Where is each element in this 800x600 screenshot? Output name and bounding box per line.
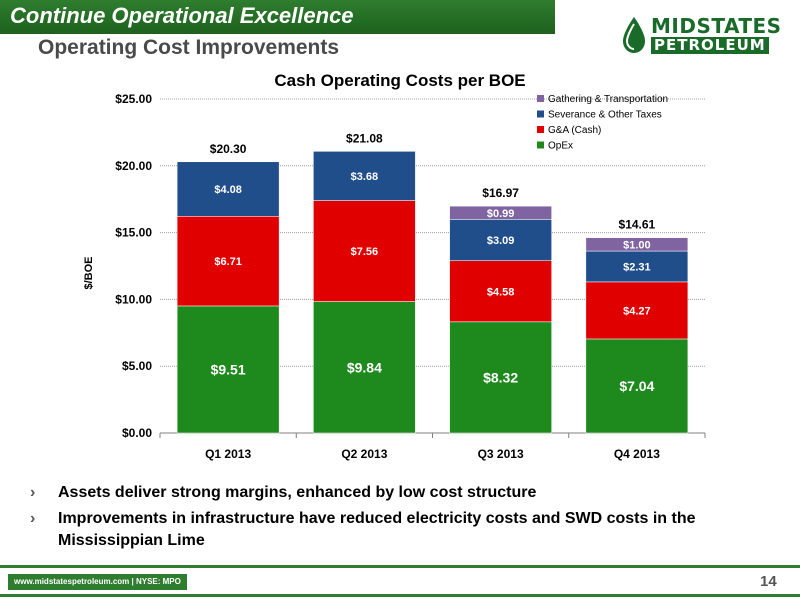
chart-title: Cash Operating Costs per BOE	[274, 71, 525, 90]
legend-swatch	[537, 126, 544, 133]
x-tick-label: Q4 2013	[614, 447, 660, 461]
bar-segment	[585, 250, 689, 283]
logo-line2: PETROLEUM	[651, 37, 769, 54]
bullet-list: › Assets deliver strong margins, enhance…	[30, 482, 770, 556]
legend-label: G&A (Cash)	[548, 125, 601, 136]
oil-drop-icon	[623, 17, 645, 53]
bar-segment	[313, 200, 416, 302]
legend-label: Gathering & Transportation	[548, 94, 668, 105]
y-tick-label: $15.00	[115, 226, 152, 240]
y-axis-label: $/BOE	[83, 256, 95, 289]
footer-website[interactable]: www.midstatespetroleum.com | NYSE: MPO	[8, 574, 187, 590]
data-label: $7.04	[619, 378, 654, 394]
data-label: $6.71	[214, 256, 242, 268]
data-label: $7.56	[351, 246, 379, 258]
bar-segment	[449, 260, 552, 323]
bar-segment	[449, 219, 552, 261]
y-tick-label: $25.00	[115, 92, 152, 106]
legend-swatch	[537, 141, 544, 149]
data-label: $3.09	[487, 235, 515, 247]
slide-subtitle: Operating Cost Improvements	[38, 36, 340, 59]
midstates-logo: MIDSTATES PETROLEUM	[617, 16, 787, 54]
cost-chart: Cash Operating Costs per BOE $0.00 $5.00 $…	[83, 71, 706, 461]
bullet-text: Assets deliver strong margins, enhanced …	[58, 484, 537, 501]
bar-segment	[176, 161, 280, 217]
data-label: $0.99	[487, 208, 515, 220]
legend-label: Severance & Other Taxes	[548, 110, 662, 121]
total-label: $21.08	[346, 131, 383, 145]
bullet-text: Improvements in infrastructure have redu…	[58, 510, 696, 549]
logo-line1: MIDSTATES	[651, 14, 782, 38]
total-label: $20.30	[210, 142, 247, 156]
bullet-marker-icon: ›	[30, 510, 36, 527]
data-label: $2.31	[623, 261, 651, 273]
x-tick-label: Q3 2013	[478, 447, 524, 461]
footer-divider	[0, 565, 800, 568]
bar-segment	[449, 205, 552, 220]
footer-divider-bottom	[0, 594, 800, 597]
legend-label: OpEx	[548, 141, 573, 152]
y-tick-label: $0.00	[122, 426, 152, 440]
y-tick-label: $20.00	[115, 159, 152, 173]
legend-swatch	[537, 110, 544, 118]
slide-title: Continue Operational Excellence	[10, 3, 354, 28]
bar-segment	[585, 237, 689, 252]
bar-segment	[313, 301, 416, 434]
legend-swatch	[537, 95, 544, 102]
bar-segment	[176, 305, 280, 434]
data-label: $8.32	[483, 369, 518, 385]
bullet-item: › Assets deliver strong margins, enhance…	[30, 482, 770, 504]
bar-segment	[585, 281, 689, 340]
data-label: $1.00	[623, 239, 651, 251]
total-label: $14.61	[619, 218, 656, 232]
bar-segment	[176, 216, 280, 307]
bar-segment	[313, 151, 416, 201]
bullet-item: › Improvements in infrastructure have re…	[30, 508, 770, 552]
data-label: $9.84	[347, 359, 382, 375]
bullet-marker-icon: ›	[30, 484, 36, 501]
header-band	[0, 0, 555, 34]
data-label: $9.51	[211, 361, 246, 377]
bar-segment	[585, 338, 689, 434]
y-tick-label: $10.00	[115, 292, 152, 306]
data-label: $4.58	[487, 286, 515, 298]
total-label: $16.97	[482, 186, 519, 200]
x-tick-label: Q2 2013	[341, 447, 387, 461]
data-label: $4.27	[623, 305, 651, 317]
data-label: $3.68	[351, 171, 379, 183]
page-number: 14	[760, 573, 777, 590]
y-tick-label: $5.00	[122, 359, 152, 373]
x-tick-label: Q1 2013	[205, 447, 251, 461]
data-label: $4.08	[214, 184, 242, 196]
bar-segment	[449, 321, 552, 434]
